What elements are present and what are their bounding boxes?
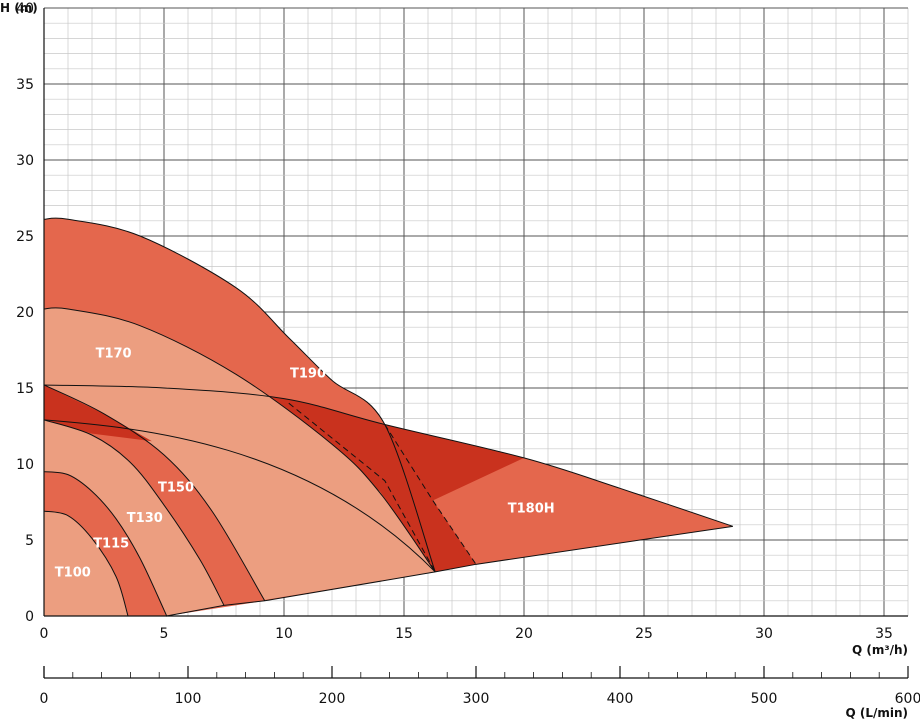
secondary-x-tick-label: 100 <box>175 691 202 707</box>
x-tick-label: 25 <box>635 626 653 642</box>
y-tick-label: 30 <box>16 153 34 169</box>
y-tick-label: 15 <box>16 381 34 397</box>
dashed-line-t190-inner <box>288 402 436 573</box>
y-tick-label: 35 <box>16 77 34 93</box>
curve-t100 <box>43 510 129 617</box>
x-tick-label: 0 <box>40 626 49 642</box>
curve-label-t150: T150 <box>158 480 194 495</box>
curve-band-edge <box>43 419 436 573</box>
performance-curves <box>43 217 733 617</box>
y-tick-label: 5 <box>25 533 34 549</box>
secondary-x-axis-title: Q (L/min) <box>845 706 908 719</box>
curve-t115 <box>43 471 168 617</box>
curve-label-t100: T100 <box>55 565 91 580</box>
x-tick-label: 20 <box>515 626 533 642</box>
curve-label-t130: T130 <box>127 511 163 526</box>
curve-label-t180h: T180H <box>508 502 555 517</box>
y-tick-label: 0 <box>25 609 34 625</box>
area-t100 <box>44 511 128 616</box>
x-tick-label: 5 <box>160 626 169 642</box>
lower-boundary-line <box>166 525 733 617</box>
y-tick-label: 40 <box>16 1 34 17</box>
y-tick-label: 20 <box>16 305 34 321</box>
curve-t170 <box>43 307 436 573</box>
x-axis-title: Q (m³/h) <box>852 643 908 657</box>
secondary-x-tick-label: 300 <box>463 691 490 707</box>
secondary-x-tick-label: 500 <box>751 691 778 707</box>
x-tick-label: 10 <box>275 626 293 642</box>
curve-t190 <box>43 217 436 573</box>
curve-t150 <box>43 384 266 602</box>
y-axis-title: H (m) <box>0 1 38 15</box>
y-tick-label: 10 <box>16 457 34 473</box>
secondary-x-tick-label: 400 <box>607 691 634 707</box>
performance-areas <box>44 218 733 617</box>
x-tick-label: 15 <box>395 626 413 642</box>
curve-label-t115: T115 <box>93 537 129 552</box>
secondary-x-tick-label: 200 <box>319 691 346 707</box>
curve-label-t190: T190 <box>290 366 326 381</box>
x-tick-label: 35 <box>875 626 893 642</box>
dashed-line-t190-outer <box>384 424 477 565</box>
secondary-x-tick-label: 600 <box>895 691 920 707</box>
curve-label-t170: T170 <box>96 347 132 362</box>
curve-t130 <box>43 419 225 606</box>
y-tick-label: 25 <box>16 229 34 245</box>
secondary-x-tick-label: 0 <box>40 691 49 707</box>
x-tick-label: 30 <box>755 626 773 642</box>
